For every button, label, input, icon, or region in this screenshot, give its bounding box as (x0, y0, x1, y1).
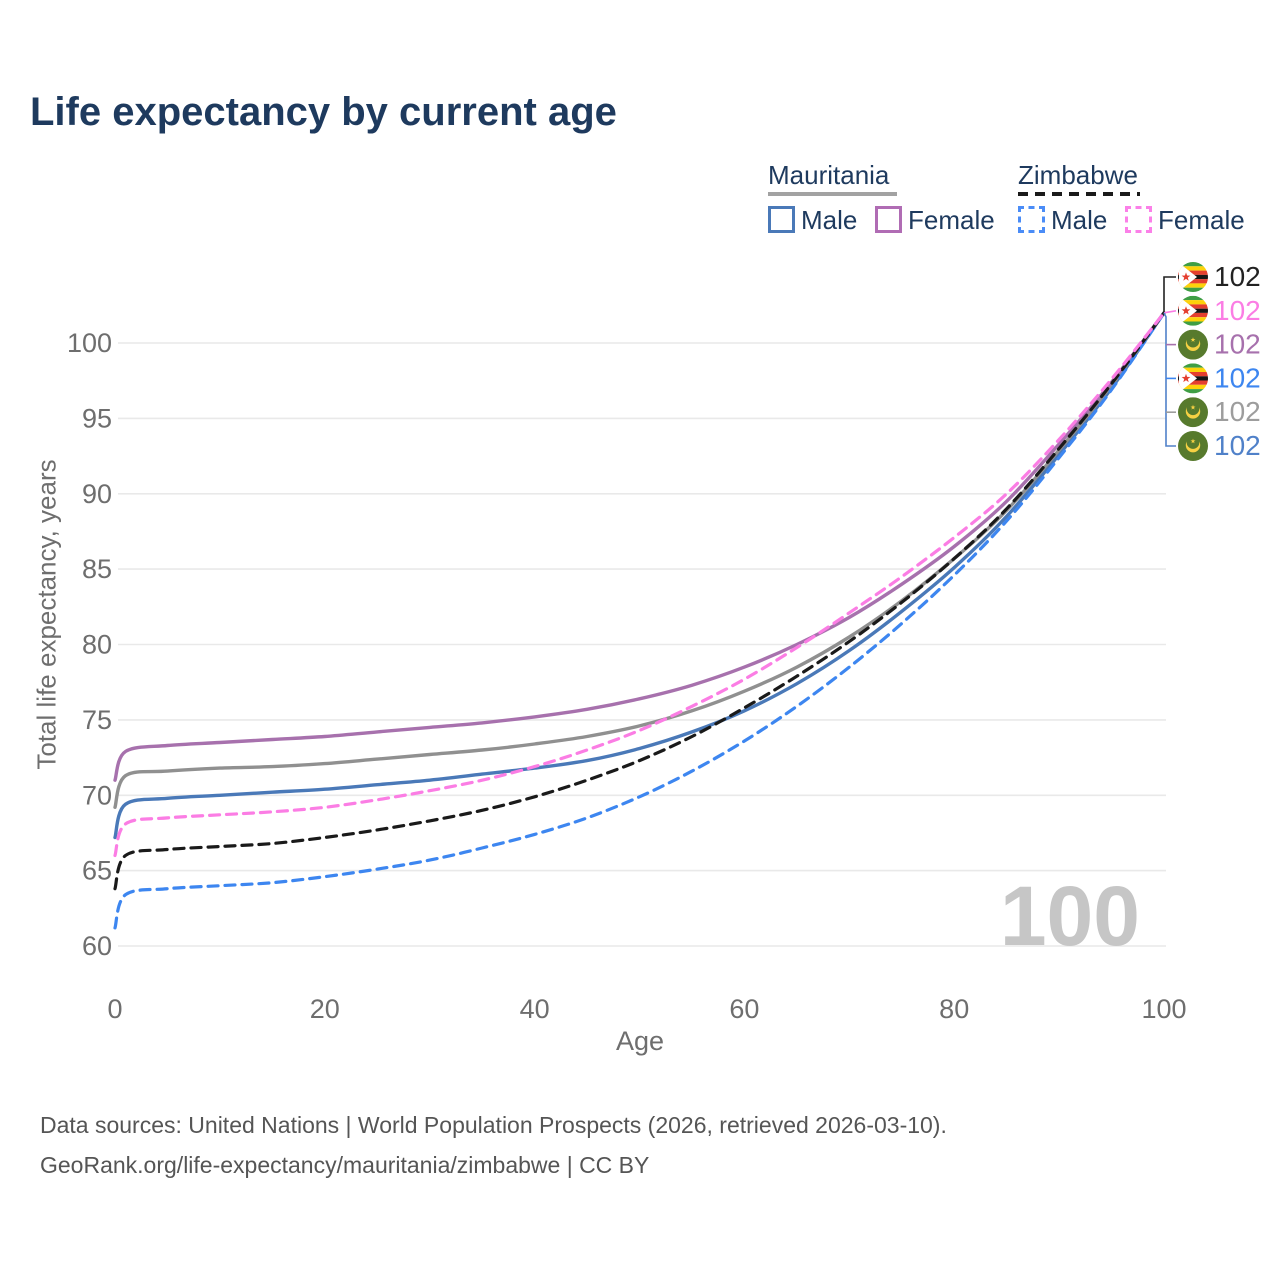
y-axis-tick-labels: 60 65 70 75 80 85 90 95 100 (67, 328, 112, 961)
mauritania-flag-icon (1178, 330, 1208, 360)
y-tick-80: 80 (82, 630, 112, 660)
series-line-zimbabwe-both-sexes[interactable] (113, 311, 1166, 891)
leader-row-1 (1163, 310, 1177, 314)
x-tick-0: 0 (107, 994, 122, 1024)
mauritania-line-style-swatch (768, 192, 897, 196)
y-axis-title: Total life expectancy, years (31, 459, 62, 770)
series-lines (113, 311, 1166, 930)
legend: Mauritania Zimbabwe Male Female Male Fem… (0, 0, 1280, 250)
y-tick-70: 70 (82, 780, 112, 810)
legend-group-mauritania[interactable]: Mauritania (768, 160, 890, 190)
series-line-zimbabwe-female[interactable] (113, 311, 1166, 858)
y-tick-85: 85 (82, 554, 112, 584)
legend-label-mauritania-female[interactable]: Female (908, 205, 995, 235)
x-axis-title: Age (616, 1026, 664, 1056)
attribution-text: GeoRank.org/life-expectancy/mauritania/z… (40, 1152, 650, 1178)
x-tick-80: 80 (939, 994, 969, 1024)
end-value-label-4: 102 (1214, 396, 1261, 427)
page-title: Life expectancy by current age (30, 90, 617, 134)
y-tick-75: 75 (82, 705, 112, 735)
x-tick-20: 20 (310, 994, 340, 1024)
y-tick-100: 100 (67, 328, 112, 358)
legend-label-zimbabwe-female[interactable]: Female (1158, 205, 1245, 235)
legend-swatch-zimbabwe-male[interactable] (1018, 206, 1045, 233)
gridlines (118, 342, 1166, 947)
zimbabwe-flag-icon (1178, 296, 1208, 326)
series-line-mauritania-female[interactable] (113, 311, 1166, 782)
age-counter-watermark: 100 (1000, 869, 1140, 963)
end-value-label-2: 102 (1214, 329, 1261, 360)
y-tick-90: 90 (82, 479, 112, 509)
end-label-leader-lines (1163, 276, 1177, 447)
legend-swatch-zimbabwe-female[interactable] (1125, 206, 1152, 233)
end-value-label-5: 102 (1214, 430, 1261, 461)
end-value-label-3: 102 (1214, 362, 1261, 393)
leader-vertical (1163, 312, 1176, 447)
y-tick-65: 65 (82, 856, 112, 886)
legend-label-mauritania-male[interactable]: Male (801, 205, 858, 235)
series-line-mauritania-male[interactable] (113, 311, 1166, 840)
mauritania-flag-icon (1178, 431, 1208, 461)
zimbabwe-flag-icon (1178, 363, 1208, 393)
end-value-label-1: 102 (1214, 295, 1261, 326)
x-tick-100: 100 (1141, 994, 1186, 1024)
x-tick-60: 60 (729, 994, 759, 1024)
legend-group-zimbabwe[interactable]: Zimbabwe (1018, 160, 1138, 190)
series-line-mauritania-both-sexes[interactable] (113, 311, 1166, 809)
legend-label-zimbabwe-male[interactable]: Male (1051, 205, 1108, 235)
mauritania-flag-icon (1178, 397, 1208, 427)
data-sources-text: Data sources: United Nations | World Pop… (40, 1112, 947, 1138)
legend-swatch-mauritania-female[interactable] (875, 206, 902, 233)
legend-swatch-mauritania-male[interactable] (768, 206, 795, 233)
end-value-label-0: 102 (1214, 261, 1261, 292)
leader-row-0 (1163, 276, 1176, 313)
zimbabwe-flag-icon (1178, 262, 1208, 292)
x-axis-tick-labels: 0 20 40 60 80 100 (107, 994, 1186, 1024)
y-tick-60: 60 (82, 931, 112, 961)
x-tick-40: 40 (520, 994, 550, 1024)
series-line-zimbabwe-male[interactable] (113, 311, 1166, 930)
zimbabwe-line-style-swatch (1018, 192, 1140, 196)
y-tick-95: 95 (82, 403, 112, 433)
